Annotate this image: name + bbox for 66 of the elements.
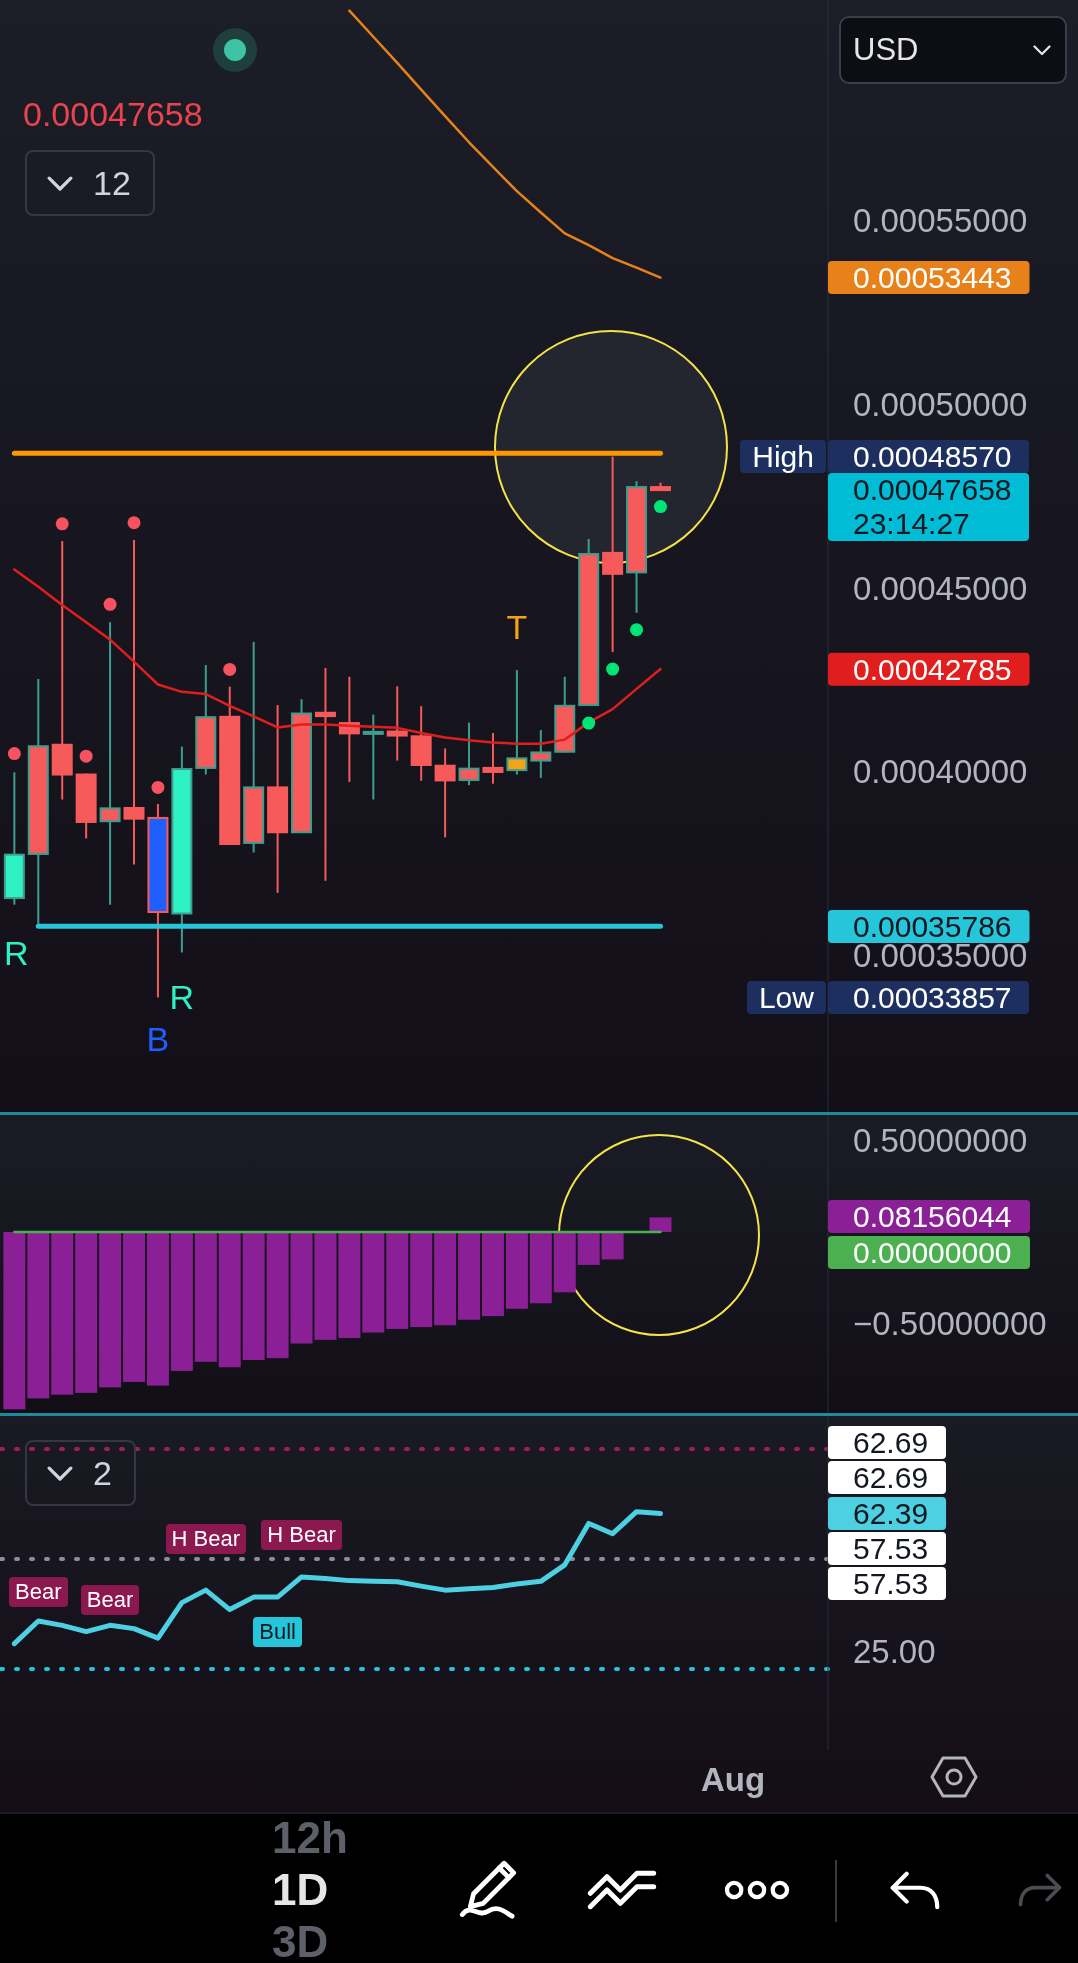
annotation: T: [506, 607, 528, 646]
y-tick-label: 0.00042785: [853, 653, 1012, 687]
text: 57.53: [853, 1567, 929, 1600]
y-tick-label: 0.50000000: [853, 1122, 1028, 1160]
annotation: H Bear: [171, 1525, 241, 1551]
text: 12h: [272, 1813, 348, 1862]
candlestick: [482, 732, 504, 785]
candlestick: [386, 685, 408, 762]
point: [151, 780, 165, 794]
point: [606, 662, 620, 676]
dropdown: USD: [839, 16, 1067, 84]
point: [79, 749, 93, 763]
point: [55, 517, 69, 531]
line-series: [348, 9, 662, 279]
candlestick: [602, 455, 624, 654]
dropdown-button: 12: [25, 150, 155, 216]
text: 0.00000000: [853, 1236, 1012, 1269]
point: [653, 500, 667, 514]
annotation: R: [3, 933, 29, 972]
text: 62.69: [853, 1461, 929, 1494]
annotation: H Bear: [267, 1522, 336, 1548]
dropdown-button: 2: [25, 1440, 136, 1506]
annotation: Bull: [259, 1619, 296, 1644]
text: 62.69: [853, 1426, 929, 1459]
text: 57.53: [853, 1532, 929, 1565]
text: 0.00033857: [853, 980, 1012, 1014]
y-tick-label: 0.00045000: [853, 569, 1028, 607]
text: 0.00047658: [23, 95, 203, 133]
point: [582, 716, 596, 730]
text: 1D: [272, 1865, 329, 1914]
candlestick: [51, 540, 73, 801]
line-series: [13, 568, 662, 745]
point: [127, 516, 141, 530]
point: [103, 597, 117, 611]
text: Low: [758, 980, 814, 1014]
annotation: 2: [93, 1454, 112, 1492]
candlestick: [314, 666, 336, 882]
annotation: R: [169, 978, 195, 1017]
annotation: B: [146, 1019, 170, 1058]
text: 0.08156044: [853, 1200, 1012, 1233]
y-tick-label: 62.39: [853, 1497, 929, 1531]
annotation: 12: [93, 164, 131, 202]
y-tick-label: 0.00050000: [853, 385, 1028, 423]
candlestick: [506, 669, 528, 776]
candlestick: [123, 539, 145, 866]
point: [7, 747, 21, 761]
candlestick: [434, 747, 456, 839]
y-tick-label: 0.00040000: [853, 753, 1028, 791]
y-tick-label: 0.00053443: [853, 261, 1012, 295]
y-axis-title: USD: [853, 32, 919, 67]
text: High: [752, 440, 814, 474]
y-tick-label: 25.00: [853, 1632, 936, 1670]
point: [630, 623, 644, 637]
y-tick-label: −0.50000000: [853, 1305, 1047, 1343]
y-tick-label: 0.00055000: [853, 202, 1028, 240]
point: [223, 662, 237, 676]
text: 0.00047658 23:14:27: [828, 473, 1030, 542]
annotation: Bear: [86, 1587, 134, 1612]
candlestick: [362, 713, 384, 801]
text: 0.00048570: [853, 440, 1012, 474]
candlestick: [530, 729, 552, 779]
text: Aug: [700, 1761, 766, 1798]
candlestick: [99, 621, 121, 906]
text: 3D: [272, 1917, 329, 1963]
candlestick: [458, 721, 480, 787]
annotation: Bear: [15, 1579, 62, 1604]
